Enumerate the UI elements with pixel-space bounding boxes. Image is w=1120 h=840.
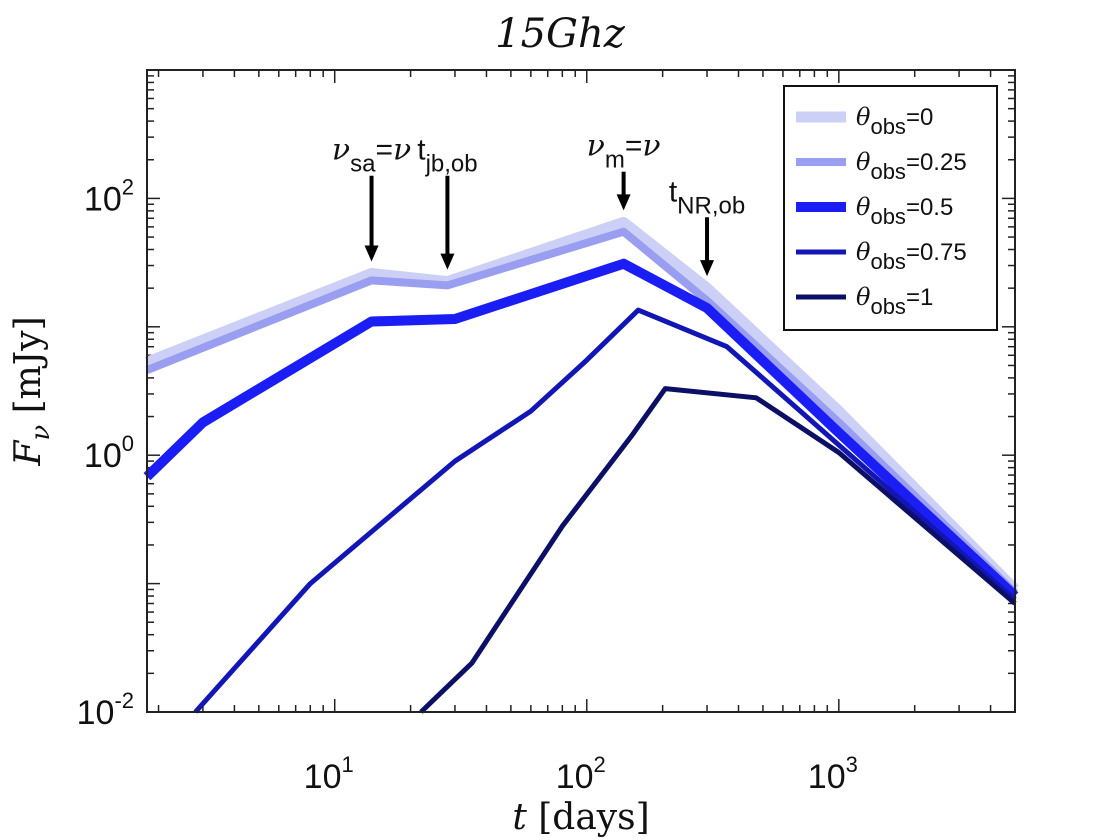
legend-label-1: θobs=0.25: [856, 148, 967, 184]
series-line-2: [143, 258, 1019, 600]
nu-sa-annotation: νsa=ν: [332, 133, 411, 262]
t-jb-annotation-arrow-head: [440, 253, 455, 270]
nu-sa-annotation-arrow-head: [364, 245, 379, 262]
legend: θobs=0 θobs=0.25 θobs=0.5 θobs=0.75 θobs=1: [783, 85, 998, 331]
t-nr-annotation: tNR,ob: [669, 175, 745, 277]
legend-label-3: θobs=0.75: [856, 238, 967, 274]
series-line-0: [144, 216, 1019, 594]
series-line-3: [193, 307, 1017, 714]
x-tick-label: 101: [304, 752, 354, 796]
axis-labels: t [days] Fν [mJy]: [8, 316, 650, 838]
y-tick-label: 102: [84, 174, 134, 218]
t-jb-annotation-label: tjb,ob: [417, 134, 477, 178]
x-tick-label: 103: [808, 752, 858, 796]
nu-m-annotation-arrow-head: [616, 194, 631, 211]
y-axis-label: Fν [mJy]: [8, 316, 56, 466]
nu-m-annotation: νm=ν: [587, 129, 661, 211]
t-jb-annotation: tjb,ob: [417, 134, 478, 270]
tick-labels: 101 102 103 10-2 100 102: [77, 174, 858, 796]
y-tick-label: 100: [84, 431, 134, 475]
series-line-1: [145, 227, 1018, 596]
nu-m-annotation-label: νm=ν: [587, 129, 661, 174]
legend-label-4: θobs=1: [856, 283, 933, 319]
x-axis-label: t [days]: [512, 797, 649, 838]
nu-sa-annotation-label: νsa=ν: [332, 133, 411, 178]
t-nr-annotation-label: tNR,ob: [669, 175, 745, 219]
chart-title: 15Ghz: [495, 11, 626, 57]
y-tick-label: 10-2: [77, 688, 134, 732]
plot-frame: [146, 69, 1016, 713]
legend-label-0: θobs=0: [856, 103, 933, 139]
x-tick-label: 102: [556, 752, 606, 796]
title-text: 15Ghz: [495, 11, 626, 57]
legend-label-2: θobs=0.5: [856, 193, 953, 229]
series-lines: [143, 216, 1019, 714]
axis-ticks: [147, 69, 1016, 713]
t-nr-annotation-arrow-head: [700, 260, 715, 277]
series-line-4: [419, 386, 1017, 714]
